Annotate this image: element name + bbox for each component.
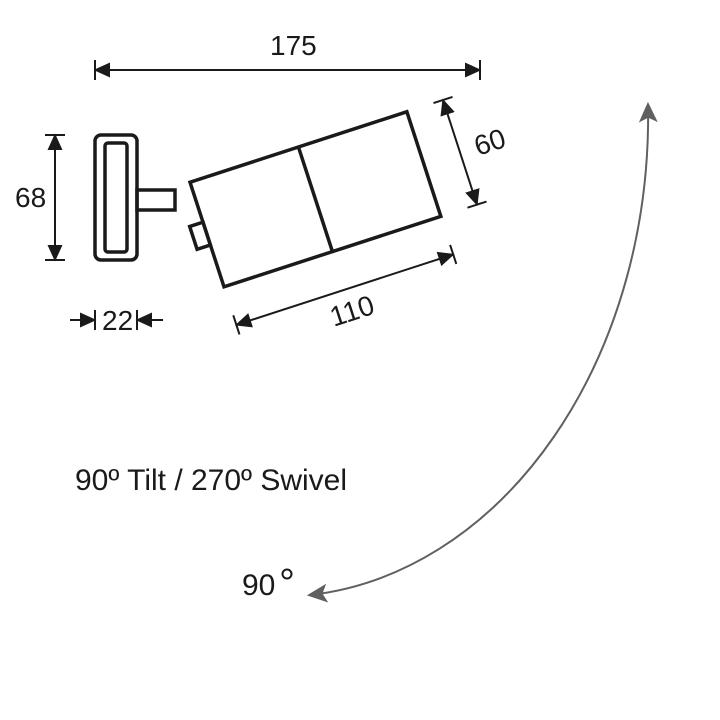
dim-body-length: 110: [233, 245, 465, 361]
wall-bracket: [95, 135, 137, 260]
dim-body-width-label: 60: [470, 123, 509, 162]
dim-bracket-depth-label: 22: [102, 305, 133, 336]
dim-bracket-depth: 22: [70, 305, 163, 336]
lamp-body: 110 60: [177, 85, 546, 365]
dim-overall-width: 175: [95, 30, 480, 80]
angle-value: 90: [242, 569, 275, 602]
degree-symbol: [283, 570, 292, 579]
tilt-swivel-caption: 90º Tilt / 270º Swivel: [75, 464, 347, 497]
dim-bracket-height-label: 68: [15, 182, 46, 213]
dim-bracket-height: 68: [15, 135, 65, 260]
dimension-diagram: 175 68 110 60: [0, 0, 720, 720]
dim-body-length-label: 110: [326, 289, 378, 332]
dim-body-width: 60: [433, 85, 521, 207]
connector: [137, 190, 175, 210]
dim-overall-width-label: 175: [270, 30, 317, 61]
swing-arc: 90: [242, 105, 648, 602]
